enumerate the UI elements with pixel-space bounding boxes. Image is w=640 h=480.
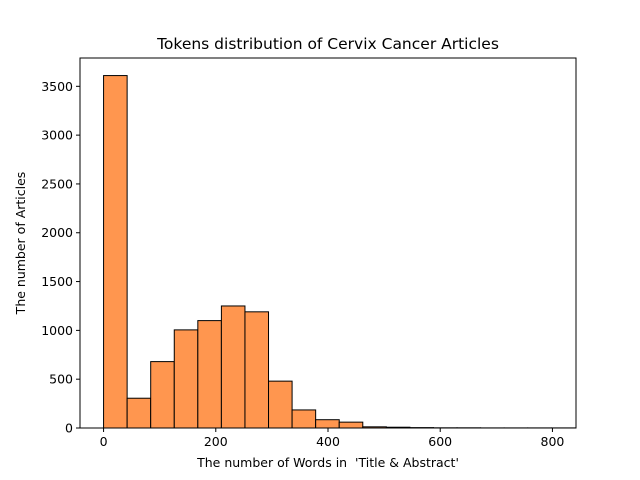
histogram-bar — [268, 380, 293, 429]
histogram-bar — [291, 409, 317, 429]
y-axis-label: The number of Articles — [13, 172, 28, 316]
chart-title: Tokens distribution of Cervix Cancer Art… — [156, 35, 499, 53]
bars-group — [103, 75, 576, 429]
y-tick-label: 3000 — [41, 128, 73, 143]
x-tick-label: 200 — [204, 434, 228, 449]
histogram-bar — [220, 305, 246, 429]
histogram-bar — [197, 320, 222, 429]
x-tick-label: 600 — [428, 434, 452, 449]
histogram-bar — [150, 361, 175, 429]
y-tick-label: 1500 — [41, 274, 73, 289]
x-tick-label: 800 — [541, 434, 565, 449]
x-axis-ticks: 0 200 400 600 800 — [100, 428, 565, 449]
x-tick-label: 400 — [316, 434, 340, 449]
histogram-bar — [173, 329, 199, 429]
histogram-bar — [244, 311, 270, 429]
y-tick-label: 1000 — [41, 323, 73, 338]
y-tick-label: 3500 — [41, 79, 73, 94]
y-tick-label: 0 — [65, 421, 73, 436]
histogram-bar — [126, 397, 152, 429]
y-tick-label: 500 — [49, 372, 73, 387]
plot-frame — [79, 57, 577, 429]
y-axis-ticks: 0 500 1000 1500 2000 2500 3000 3500 — [41, 79, 80, 436]
y-tick-label: 2500 — [41, 176, 73, 191]
histogram-bar — [315, 419, 340, 429]
histogram-bar — [103, 75, 128, 429]
y-tick-label: 2000 — [41, 225, 73, 240]
histogram-bar — [338, 421, 364, 429]
x-tick-label: 0 — [100, 434, 108, 449]
x-axis-label: The number of Words in 'Title & Abstract… — [196, 455, 459, 470]
